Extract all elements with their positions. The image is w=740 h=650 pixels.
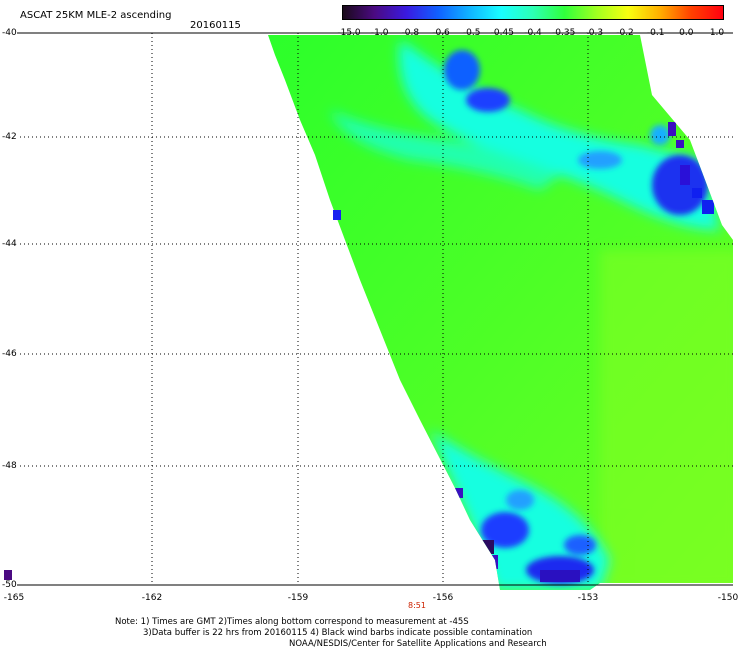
longitude-label: -150 bbox=[717, 593, 739, 603]
data-pixel bbox=[4, 570, 12, 584]
longitude-label: -153 bbox=[577, 593, 599, 603]
time-label: 8:51 bbox=[408, 601, 426, 610]
colorbar bbox=[342, 5, 724, 20]
latitude-label: -42 bbox=[2, 132, 17, 142]
latitude-label: -44 bbox=[2, 239, 17, 249]
longitude-label: -162 bbox=[141, 593, 163, 603]
data-pixel bbox=[333, 210, 341, 220]
note-line-3: NOAA/NESDIS/Center for Satellite Applica… bbox=[289, 639, 547, 649]
graticule bbox=[8, 33, 733, 585]
latitude-label: -40 bbox=[2, 28, 17, 38]
data-swath bbox=[268, 35, 733, 590]
latitude-label: -46 bbox=[2, 349, 17, 359]
product-date: 20160115 bbox=[190, 20, 241, 31]
latitude-label: -50 bbox=[2, 580, 17, 590]
longitude-label: -159 bbox=[287, 593, 309, 603]
note-line-2: 3)Data buffer is 22 hrs from 20160115 4)… bbox=[143, 628, 533, 638]
note-line-1: Note: 1) Times are GMT 2)Times along bot… bbox=[115, 617, 469, 627]
longitude-label: -156 bbox=[432, 593, 454, 603]
latitude-label: -48 bbox=[2, 461, 17, 471]
longitude-label: -165 bbox=[3, 593, 25, 603]
product-title: ASCAT 25KM MLE-2 ascending bbox=[20, 10, 172, 21]
